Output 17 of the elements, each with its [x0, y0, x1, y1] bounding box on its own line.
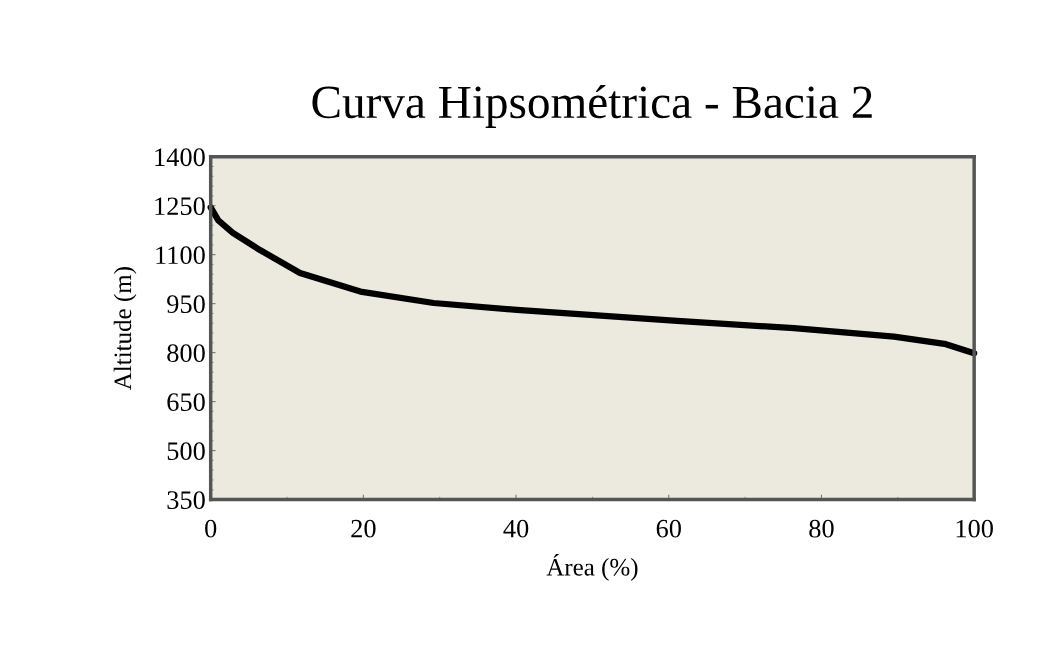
y-tick-label: 950	[167, 295, 205, 314]
x-tick-label: 0	[205, 519, 217, 538]
x-tick-label: 100	[956, 519, 993, 538]
x-tick-label: 20	[351, 519, 376, 538]
chart-title: Curva Hipsométrica - Bacia 2	[312, 85, 872, 128]
y-tick-label: 650	[167, 393, 205, 412]
y-tick-label: 350	[167, 491, 205, 509]
x-tick-label: 60	[656, 519, 681, 538]
x-tick-label: 80	[809, 519, 834, 538]
y-tick-label: 1400	[155, 148, 205, 167]
x-axis-title: Área (%)	[546, 554, 638, 581]
y-tick-label: 1100	[156, 246, 205, 265]
y-tick-label: 1250	[155, 197, 205, 216]
y-tick-label: 800	[167, 344, 205, 363]
y-axis-title: Altitude (m)	[113, 267, 137, 391]
x-tick-label: 40	[503, 519, 529, 538]
y-tick-label: 500	[167, 442, 205, 460]
